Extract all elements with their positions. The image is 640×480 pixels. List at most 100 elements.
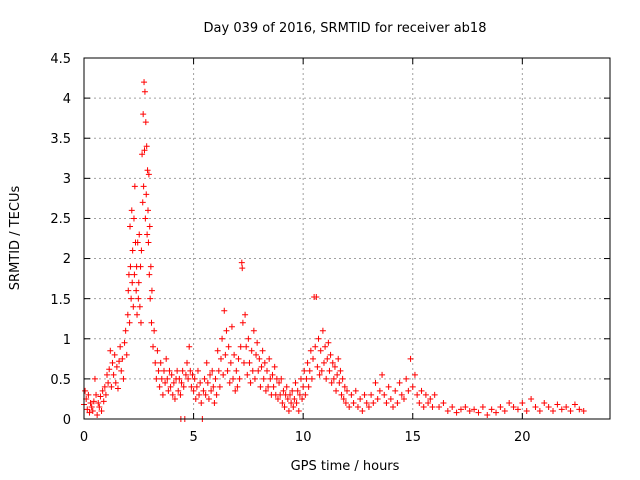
- data-point: [274, 395, 281, 402]
- data-point: [319, 327, 326, 334]
- data-point: [290, 403, 297, 410]
- data-point: [228, 323, 235, 330]
- y-axis-label: SRMTID / TECUs: [8, 186, 23, 291]
- data-point: [246, 359, 253, 366]
- data-point: [541, 399, 548, 406]
- data-point: [226, 379, 233, 386]
- data-point: [141, 88, 148, 95]
- data-point: [134, 311, 141, 318]
- data-point: [420, 403, 427, 410]
- data-point: [479, 403, 486, 410]
- data-point: [139, 199, 146, 206]
- data-point: [370, 399, 377, 406]
- data-point: [130, 303, 137, 310]
- data-point: [191, 375, 198, 382]
- data-point: [125, 287, 132, 294]
- data-point: [192, 395, 199, 402]
- data-point: [94, 411, 101, 418]
- data-point: [225, 343, 232, 350]
- data-point: [251, 375, 258, 382]
- data-point: [314, 363, 321, 370]
- data-point: [317, 347, 324, 354]
- data-point: [144, 167, 151, 174]
- data-point: [215, 367, 222, 374]
- data-point: [444, 407, 451, 414]
- data-point: [114, 385, 121, 392]
- data-point: [256, 355, 263, 362]
- data-point: [140, 183, 147, 190]
- data-point: [338, 391, 345, 398]
- data-point: [205, 395, 212, 402]
- data-point: [116, 358, 123, 365]
- data-point: [277, 391, 284, 398]
- data-point: [288, 399, 295, 406]
- y-tick-label: 2: [63, 252, 71, 267]
- data-point: [217, 355, 224, 362]
- data-point: [231, 351, 238, 358]
- data-point: [131, 183, 138, 190]
- data-point: [197, 379, 204, 386]
- data-point: [242, 311, 249, 318]
- data-point: [144, 207, 151, 214]
- chart-title: Day 039 of 2016, SRMTID for receiver ab1…: [204, 21, 487, 36]
- data-point: [400, 395, 407, 402]
- y-tick-label: 0.5: [50, 373, 71, 388]
- data-point: [125, 271, 132, 278]
- data-point: [247, 379, 254, 386]
- data-point: [211, 399, 218, 406]
- data-point: [497, 403, 504, 410]
- data-point: [250, 327, 257, 334]
- data-point: [257, 383, 264, 390]
- data-point: [85, 391, 92, 398]
- data-point: [155, 367, 162, 374]
- data-point: [576, 406, 583, 413]
- data-point: [168, 371, 175, 378]
- data-point: [143, 191, 150, 198]
- data-point: [101, 383, 108, 390]
- data-point: [222, 351, 229, 358]
- data-point: [304, 359, 311, 366]
- data-point: [126, 319, 133, 326]
- data-point: [190, 387, 197, 394]
- data-point: [359, 407, 366, 414]
- data-point: [99, 387, 106, 394]
- data-point: [201, 375, 208, 382]
- data-point: [396, 379, 403, 386]
- data-point: [261, 359, 268, 366]
- data-point: [202, 391, 209, 398]
- data-point: [122, 327, 129, 334]
- data-point: [266, 355, 273, 362]
- data-point: [127, 223, 134, 230]
- data-point: [137, 319, 144, 326]
- data-point: [210, 383, 217, 390]
- data-point: [203, 359, 210, 366]
- data-point: [357, 395, 364, 402]
- data-point: [284, 395, 291, 402]
- data-point: [214, 347, 221, 354]
- data-point: [134, 239, 141, 246]
- data-point: [340, 395, 347, 402]
- data-point: [276, 379, 283, 386]
- data-point: [308, 375, 315, 382]
- data-point: [457, 406, 464, 413]
- data-point: [120, 375, 127, 382]
- data-point: [156, 383, 163, 390]
- data-point: [260, 375, 267, 382]
- y-tick-label: 1: [63, 333, 71, 348]
- data-point: [324, 355, 331, 362]
- data-point: [312, 343, 319, 350]
- data-point: [121, 339, 128, 346]
- data-point: [184, 359, 191, 366]
- data-point: [398, 391, 405, 398]
- data-point: [117, 343, 124, 350]
- data-point: [333, 387, 340, 394]
- data-point: [471, 406, 478, 413]
- data-point: [264, 367, 271, 374]
- data-point: [545, 403, 552, 410]
- data-point: [281, 403, 288, 410]
- data-point: [175, 387, 182, 394]
- data-point: [262, 387, 269, 394]
- data-point: [342, 399, 349, 406]
- data-point: [147, 295, 154, 302]
